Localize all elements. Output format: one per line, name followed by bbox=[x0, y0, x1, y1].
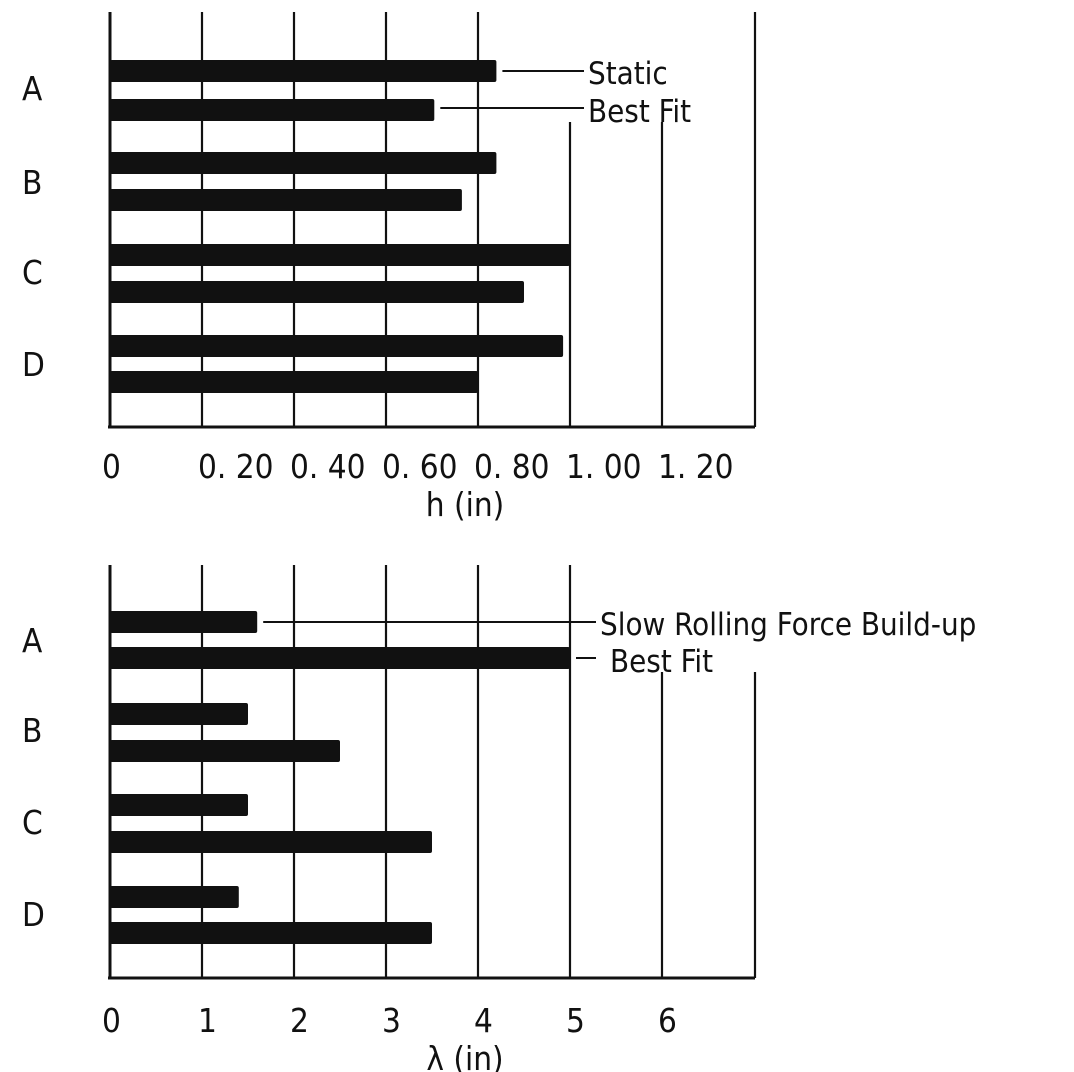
bar-lambda-c-series2 bbox=[110, 831, 432, 853]
x-tick-label-lambda-6: 6 bbox=[658, 1001, 677, 1040]
x-tick-label-lambda-5: 5 bbox=[566, 1001, 585, 1040]
x-tick-label-h-1: 0. 20 bbox=[198, 447, 274, 486]
category-label-lambda-b: B bbox=[22, 711, 42, 750]
category-label-lambda-a: A bbox=[22, 621, 43, 660]
category-label-lambda-d: D bbox=[22, 895, 45, 934]
annotation-label-h-static: Static bbox=[588, 56, 668, 92]
x-tick-label-lambda-0: 0 bbox=[102, 1001, 121, 1040]
bar-h-d-series2 bbox=[110, 371, 478, 393]
category-label-h-b: B bbox=[22, 163, 42, 202]
bar-h-c-series2 bbox=[110, 281, 524, 303]
bar-h-b-series1 bbox=[110, 152, 497, 174]
x-tick-label-h-2: 0. 40 bbox=[290, 447, 366, 486]
bar-lambda-a-series1 bbox=[110, 611, 258, 633]
bar-lambda-b-series2 bbox=[110, 740, 340, 762]
x-tick-label-h-6: 1. 20 bbox=[658, 447, 734, 486]
bar-h-c-series1 bbox=[110, 244, 570, 266]
category-label-h-d: D bbox=[22, 345, 45, 384]
x-tick-label-h-5: 1. 00 bbox=[566, 447, 642, 486]
bar-lambda-d-series1 bbox=[110, 886, 239, 908]
x-tick-label-lambda-3: 3 bbox=[382, 1001, 401, 1040]
bar-lambda-d-series2 bbox=[110, 922, 432, 944]
bar-h-a-series2 bbox=[110, 99, 435, 121]
annotation-label-lambda-best-fit: Best Fit bbox=[610, 644, 713, 680]
x-tick-label-lambda-4: 4 bbox=[474, 1001, 493, 1040]
x-tick-label-lambda-1: 1 bbox=[198, 1001, 217, 1040]
x-tick-label-h-3: 0. 60 bbox=[382, 447, 458, 486]
category-label-h-c: C bbox=[22, 253, 43, 292]
category-label-lambda-c: C bbox=[22, 803, 43, 842]
annotation-label-lambda-slow-rolling: Slow Rolling Force Build-up bbox=[600, 607, 976, 643]
bar-lambda-a-series2 bbox=[110, 647, 570, 669]
bar-lambda-c-series1 bbox=[110, 794, 248, 816]
chart-lambda: 0 1 2 3 4 5 6 A B C Dλ (in) Slow Rolling Force Buil… bbox=[22, 565, 976, 1072]
category-label-h-a: A bbox=[22, 69, 43, 108]
chart-h: 0 0. 20 0. 40 0. 60 0. 80 1. 00 1. 20 A B C Dh (in… bbox=[22, 12, 757, 524]
x-tick-label-h-0: 0 bbox=[102, 447, 121, 486]
annotation-label-h-best-fit: Best Fit bbox=[588, 94, 691, 130]
x-tick-label-h-4: 0. 80 bbox=[474, 447, 550, 486]
bar-h-a-series1 bbox=[110, 60, 497, 82]
x-axis-title-h: h (in) bbox=[426, 485, 505, 524]
bar-lambda-b-series1 bbox=[110, 703, 248, 725]
bar-h-b-series2 bbox=[110, 189, 462, 211]
bar-h-d-series1 bbox=[110, 335, 564, 357]
x-tick-label-lambda-2: 2 bbox=[290, 1001, 309, 1040]
x-axis-title-lambda: λ (in) bbox=[426, 1039, 503, 1072]
